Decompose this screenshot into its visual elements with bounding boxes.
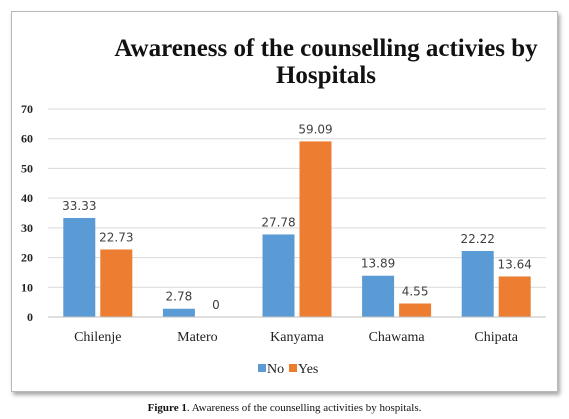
caption-prefix: Figure 1 xyxy=(147,402,187,414)
data-label: 27.78 xyxy=(261,215,295,229)
legend-swatch-yes xyxy=(289,364,297,372)
caption-text: . Awareness of the counselling activitie… xyxy=(186,402,422,414)
y-tick-label: 50 xyxy=(21,161,33,175)
bar-yes xyxy=(498,276,531,317)
chart-title-line1: Awareness of the counselling activies by xyxy=(114,35,538,62)
data-label: 59.09 xyxy=(298,122,332,136)
y-tick-label: 60 xyxy=(21,132,33,146)
y-tick-label: 20 xyxy=(21,251,33,265)
bar-yes xyxy=(299,141,332,317)
legend-label-no: No xyxy=(267,362,284,377)
y-tick-label: 10 xyxy=(21,280,33,294)
data-label: 22.22 xyxy=(461,232,495,246)
data-label: 2.78 xyxy=(166,290,193,304)
legend-label-yes: Yes xyxy=(298,362,318,377)
bar-no xyxy=(162,308,195,317)
data-label: 22.73 xyxy=(99,230,133,244)
chart-title-line2: Hospitals xyxy=(276,62,376,89)
y-tick-label: 30 xyxy=(21,221,33,235)
bar-yes xyxy=(399,303,432,317)
data-label: 13.64 xyxy=(498,257,532,271)
bar-no xyxy=(362,275,395,317)
bar-chart: Awareness of the counselling activies by… xyxy=(21,35,546,377)
data-label: 33.33 xyxy=(62,199,96,213)
y-tick-label: 0 xyxy=(27,310,33,324)
bar-no xyxy=(63,217,96,317)
x-tick-label: Chilenje xyxy=(74,330,121,345)
chart-frame xyxy=(11,11,558,392)
data-label: 0 xyxy=(212,298,220,312)
bar-no xyxy=(461,250,494,317)
x-tick-label: Matero xyxy=(177,330,217,345)
data-label: 4.55 xyxy=(402,284,429,298)
bar-yes xyxy=(100,249,133,317)
legend-swatch-no xyxy=(258,364,266,372)
data-label: 13.89 xyxy=(361,257,395,271)
x-tick-label: Kanyama xyxy=(270,330,324,345)
figure-caption: Figure 1. Awareness of the counselling a… xyxy=(0,402,569,414)
x-tick-label: Chawama xyxy=(369,330,426,345)
x-tick-label: Chipata xyxy=(474,330,518,345)
bar-no xyxy=(262,234,295,317)
y-tick-label: 70 xyxy=(21,102,33,116)
y-tick-label: 40 xyxy=(21,191,33,205)
